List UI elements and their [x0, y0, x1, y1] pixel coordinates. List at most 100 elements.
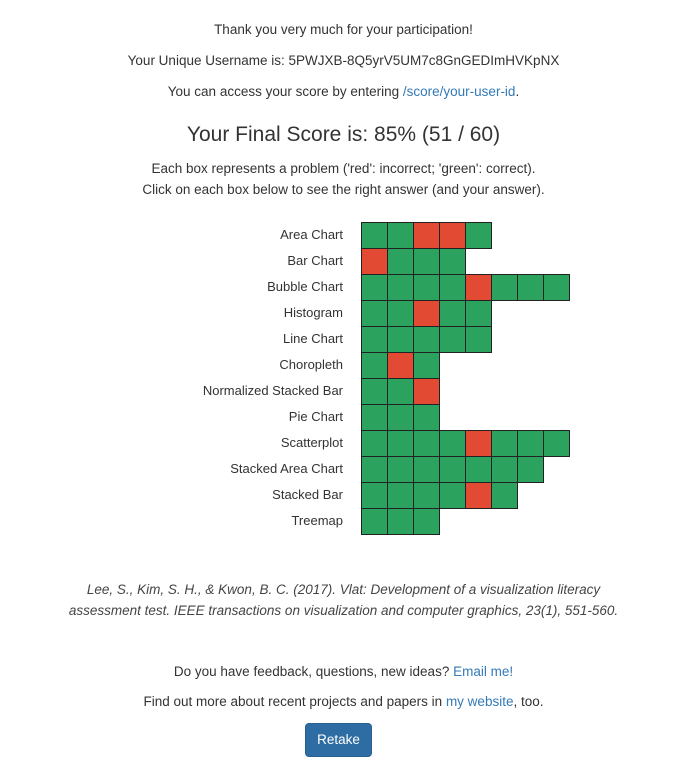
- retake-button[interactable]: Retake: [305, 723, 372, 757]
- problem-box-correct[interactable]: [543, 430, 570, 457]
- grid-row: Stacked Area Chart: [0, 456, 687, 483]
- score-access-suffix: .: [515, 84, 520, 99]
- grid-row: Choropleth: [0, 352, 687, 379]
- problem-box-correct[interactable]: [361, 222, 388, 249]
- email-link[interactable]: Email me!: [453, 664, 514, 679]
- problem-box-correct[interactable]: [465, 222, 492, 249]
- citation-line-2: assessment test. IEEE transactions on vi…: [68, 603, 619, 618]
- grid-row: Bar Chart: [0, 248, 687, 275]
- grid-row: Bubble Chart: [0, 274, 687, 301]
- problem-box-correct[interactable]: [439, 326, 466, 353]
- row-label: Bar Chart: [287, 253, 343, 268]
- problem-box-incorrect[interactable]: [361, 248, 388, 275]
- row-label: Normalized Stacked Bar: [202, 383, 343, 398]
- problem-box-correct[interactable]: [387, 456, 414, 483]
- problem-box-correct[interactable]: [491, 482, 518, 509]
- row-label: Area Chart: [280, 227, 343, 242]
- problem-box-correct[interactable]: [439, 274, 466, 301]
- score-url-link[interactable]: /score/your-user-id: [402, 84, 516, 99]
- problem-box-incorrect[interactable]: [413, 222, 440, 249]
- problem-box-correct[interactable]: [361, 378, 388, 405]
- problem-box-correct[interactable]: [439, 456, 466, 483]
- row-cells: [361, 404, 440, 431]
- problem-box-correct[interactable]: [439, 248, 466, 275]
- feedback-prefix: Do you have feedback, questions, new ide…: [173, 664, 454, 679]
- score-access-prefix: You can access your score by entering: [167, 84, 403, 99]
- row-label: Choropleth: [279, 357, 343, 372]
- problem-box-incorrect[interactable]: [413, 300, 440, 327]
- problem-box-correct[interactable]: [465, 326, 492, 353]
- score-access-line: You can access your score by entering /s…: [0, 83, 687, 101]
- problem-box-correct[interactable]: [517, 274, 544, 301]
- problem-box-correct[interactable]: [387, 482, 414, 509]
- problem-box-correct[interactable]: [387, 300, 414, 327]
- problem-box-correct[interactable]: [517, 456, 544, 483]
- problem-box-incorrect[interactable]: [465, 482, 492, 509]
- problem-box-correct[interactable]: [387, 274, 414, 301]
- problem-box-incorrect[interactable]: [387, 352, 414, 379]
- problem-box-correct[interactable]: [413, 456, 440, 483]
- problem-box-correct[interactable]: [361, 404, 388, 431]
- problem-box-correct[interactable]: [465, 456, 492, 483]
- problem-box-correct[interactable]: [361, 430, 388, 457]
- problem-box-correct[interactable]: [413, 430, 440, 457]
- problem-box-incorrect[interactable]: [413, 378, 440, 405]
- problem-box-correct[interactable]: [413, 352, 440, 379]
- row-label: Stacked Area Chart: [230, 461, 343, 476]
- problem-box-correct[interactable]: [491, 456, 518, 483]
- problem-box-correct[interactable]: [387, 326, 414, 353]
- problem-box-correct[interactable]: [465, 300, 492, 327]
- problem-box-correct[interactable]: [387, 430, 414, 457]
- username-prefix: Your Unique Username is:: [127, 53, 289, 68]
- grid-row: Normalized Stacked Bar: [0, 378, 687, 405]
- row-label: Bubble Chart: [267, 279, 343, 294]
- legend-line-1: Each box represents a problem ('red': in…: [151, 161, 536, 176]
- website-link[interactable]: my website: [445, 694, 514, 709]
- row-label: Treemap: [291, 513, 343, 528]
- row-cells: [361, 248, 466, 275]
- problem-box-correct[interactable]: [361, 300, 388, 327]
- problem-box-incorrect[interactable]: [439, 222, 466, 249]
- problem-box-correct[interactable]: [543, 274, 570, 301]
- row-label: Histogram: [283, 305, 343, 320]
- legend-line-2: Click on each box below to see the right…: [142, 182, 545, 197]
- problem-box-correct[interactable]: [491, 430, 518, 457]
- feedback-line: Do you have feedback, questions, new ide…: [0, 663, 687, 681]
- problem-box-correct[interactable]: [387, 508, 414, 535]
- username-line: Your Unique Username is: 5PWJXB-8Q5yrV5U…: [0, 52, 687, 70]
- grid-row: Area Chart: [0, 222, 687, 249]
- website-suffix: , too.: [513, 694, 544, 709]
- problem-box-correct[interactable]: [361, 508, 388, 535]
- problem-box-correct[interactable]: [361, 482, 388, 509]
- problem-box-correct[interactable]: [361, 352, 388, 379]
- problem-box-correct[interactable]: [439, 482, 466, 509]
- grid-row: Stacked Bar: [0, 482, 687, 509]
- problem-box-correct[interactable]: [361, 326, 388, 353]
- problem-box-correct[interactable]: [361, 456, 388, 483]
- problem-box-correct[interactable]: [413, 326, 440, 353]
- problem-box-correct[interactable]: [413, 404, 440, 431]
- problem-box-incorrect[interactable]: [465, 430, 492, 457]
- row-cells: [361, 508, 440, 535]
- problem-box-correct[interactable]: [517, 430, 544, 457]
- problem-box-correct[interactable]: [387, 404, 414, 431]
- problem-box-correct[interactable]: [439, 300, 466, 327]
- citation-line-1: Lee, S., Kim, S. H., & Kwon, B. C. (2017…: [86, 582, 601, 597]
- problem-box-correct[interactable]: [413, 248, 440, 275]
- row-cells: [361, 456, 544, 483]
- problem-box-correct[interactable]: [413, 482, 440, 509]
- problem-box-correct[interactable]: [387, 248, 414, 275]
- problem-box-correct[interactable]: [387, 222, 414, 249]
- thank-you-message: Thank you very much for your participati…: [214, 22, 473, 37]
- row-label: Pie Chart: [288, 409, 343, 424]
- problem-box-correct[interactable]: [413, 508, 440, 535]
- problem-box-correct[interactable]: [491, 274, 518, 301]
- row-cells: [361, 300, 492, 327]
- row-cells: [361, 430, 570, 457]
- problem-box-incorrect[interactable]: [465, 274, 492, 301]
- problem-box-correct[interactable]: [387, 378, 414, 405]
- problem-box-correct[interactable]: [439, 430, 466, 457]
- problem-box-correct[interactable]: [361, 274, 388, 301]
- problem-box-correct[interactable]: [413, 274, 440, 301]
- row-label: Stacked Bar: [272, 487, 343, 502]
